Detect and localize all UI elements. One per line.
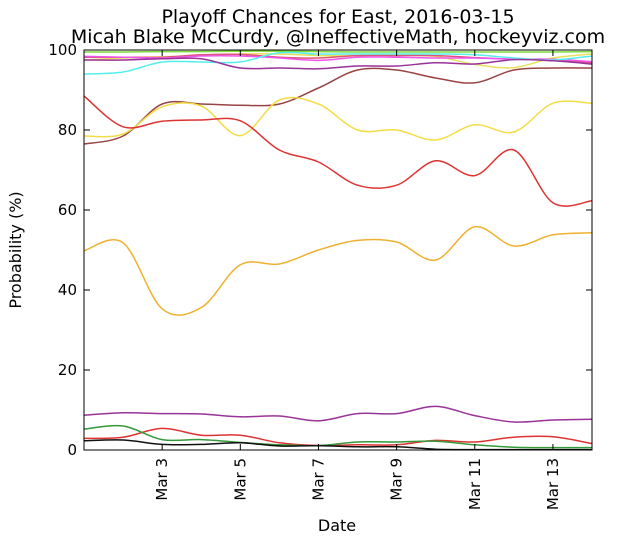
- y-tick-label: 20: [58, 361, 77, 379]
- x-tick-label: Mar 9: [388, 458, 406, 501]
- series-line-2: [83, 53, 593, 69]
- series-line-12: [83, 427, 593, 447]
- series-layer: [83, 50, 593, 451]
- series-line-8: [83, 96, 593, 141]
- x-tick-label: Mar 13: [544, 458, 562, 510]
- y-axis-label: Probability (%): [6, 191, 25, 308]
- y-tick-label: 40: [58, 281, 77, 299]
- x-tick-label: Mar 5: [231, 458, 249, 501]
- series-line-10: [83, 226, 593, 316]
- chart-subtitle: Micah Blake McCurdy, @IneffectiveMath, h…: [71, 26, 605, 48]
- y-tick-label: 100: [48, 41, 77, 59]
- x-axis-label: Date: [318, 516, 356, 535]
- x-tick-label: Mar 3: [153, 458, 171, 501]
- series-line-5: [83, 51, 593, 75]
- series-line-11: [83, 405, 593, 423]
- y-tick-label: 0: [67, 441, 77, 459]
- y-tick-label: 80: [58, 121, 77, 139]
- series-line-9: [83, 95, 593, 207]
- plot-frame: [83, 49, 593, 451]
- x-tick-label: Mar 7: [309, 458, 327, 501]
- series-line-13: [83, 424, 593, 449]
- series-line-6: [83, 57, 593, 70]
- chart-title: Playoff Chances for East, 2016-03-15: [161, 6, 514, 28]
- series-line-1: [83, 50, 593, 53]
- ticks-layer: 0 20 40 60 80 100 Mar 3 Mar 5 Mar 7 Mar 9 Mar 11 Ma…: [48, 41, 592, 510]
- x-tick-label: Mar 11: [466, 458, 484, 510]
- series-line-7: [83, 67, 593, 145]
- y-tick-label: 60: [58, 201, 77, 219]
